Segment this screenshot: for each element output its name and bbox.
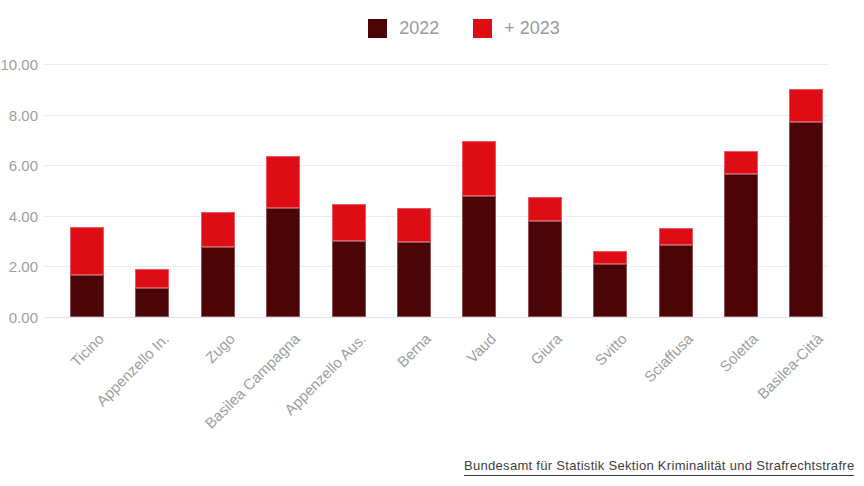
x-axis-tick-label: Sciaffusa	[640, 330, 695, 385]
bar	[397, 208, 431, 317]
bar-segment-2023[interactable]	[789, 89, 823, 122]
legend-label: 2022	[399, 18, 439, 39]
bar-segment-2023[interactable]	[528, 197, 562, 221]
legend-swatch	[473, 19, 492, 38]
gridline	[44, 317, 828, 318]
y-axis-tick-label: 4.00	[0, 207, 38, 224]
bar-segment-2023[interactable]	[659, 228, 693, 244]
bar-segment-2022[interactable]	[462, 196, 496, 317]
bar	[266, 156, 300, 317]
source-link[interactable]: Bundesamt für Statistik Sektion Kriminal…	[464, 458, 854, 476]
bar	[528, 197, 562, 317]
x-axis-tick-label: Svitto	[592, 330, 631, 369]
bar-segment-2022[interactable]	[724, 174, 758, 317]
gridline	[44, 216, 828, 217]
gridline	[44, 115, 828, 116]
gridline	[44, 165, 828, 166]
bar-segment-2023[interactable]	[70, 227, 104, 275]
y-axis-tick-label: 0.00	[0, 309, 38, 326]
gridline	[44, 64, 828, 65]
bar-segment-2022[interactable]	[201, 247, 235, 317]
legend-label: + 2023	[504, 18, 560, 39]
bar-segment-2023[interactable]	[462, 141, 496, 195]
x-axis-tick-label: Soletta	[716, 330, 761, 375]
bar-segment-2023[interactable]	[135, 269, 169, 288]
bar	[462, 141, 496, 317]
y-axis-tick-label: 6.00	[0, 157, 38, 174]
bar	[135, 269, 169, 317]
bar	[70, 227, 104, 317]
bar-segment-2022[interactable]	[593, 264, 627, 317]
x-axis-tick-label: Berna	[394, 330, 434, 370]
bar-segment-2023[interactable]	[593, 251, 627, 264]
plot-area	[44, 64, 828, 317]
x-axis-tick-label: Zugo	[202, 330, 238, 366]
gridline	[44, 266, 828, 267]
bar-segment-2022[interactable]	[70, 275, 104, 317]
bar-segment-2022[interactable]	[332, 241, 366, 317]
bar-segment-2022[interactable]	[528, 221, 562, 317]
bar	[659, 228, 693, 317]
bar-segment-2023[interactable]	[724, 151, 758, 174]
bar	[593, 251, 627, 317]
legend-item[interactable]: 2022	[368, 18, 439, 39]
bar-segment-2023[interactable]	[201, 212, 235, 247]
legend-item[interactable]: + 2023	[473, 18, 560, 39]
x-axis-tick-label: Basilea-Città	[754, 330, 826, 402]
x-axis-tick-label: Ticino	[67, 330, 107, 370]
y-axis-tick-label: 2.00	[0, 258, 38, 275]
bar-segment-2022[interactable]	[135, 288, 169, 317]
bar-segment-2022[interactable]	[659, 245, 693, 317]
bar	[201, 212, 235, 317]
x-axis-tick-label: Giura	[527, 330, 565, 368]
bar	[789, 89, 823, 317]
bar-segment-2022[interactable]	[397, 242, 431, 317]
bar	[332, 204, 366, 317]
chart-canvas: 2022 + 2023 10.00 8.00 6.00 4.00 2.00 0.00 Tic…	[0, 0, 864, 486]
y-axis-tick-label: 8.00	[0, 106, 38, 123]
bar-segment-2022[interactable]	[266, 208, 300, 317]
x-axis-tick-label: Vaud	[463, 330, 499, 366]
bar-segment-2023[interactable]	[397, 208, 431, 242]
y-axis-tick-label: 10.00	[0, 56, 38, 73]
bar-segment-2023[interactable]	[332, 204, 366, 241]
bar-segment-2023[interactable]	[266, 156, 300, 208]
bar	[724, 151, 758, 317]
legend-swatch	[368, 19, 387, 38]
bar-segment-2022[interactable]	[789, 122, 823, 317]
legend: 2022 + 2023	[32, 18, 864, 39]
